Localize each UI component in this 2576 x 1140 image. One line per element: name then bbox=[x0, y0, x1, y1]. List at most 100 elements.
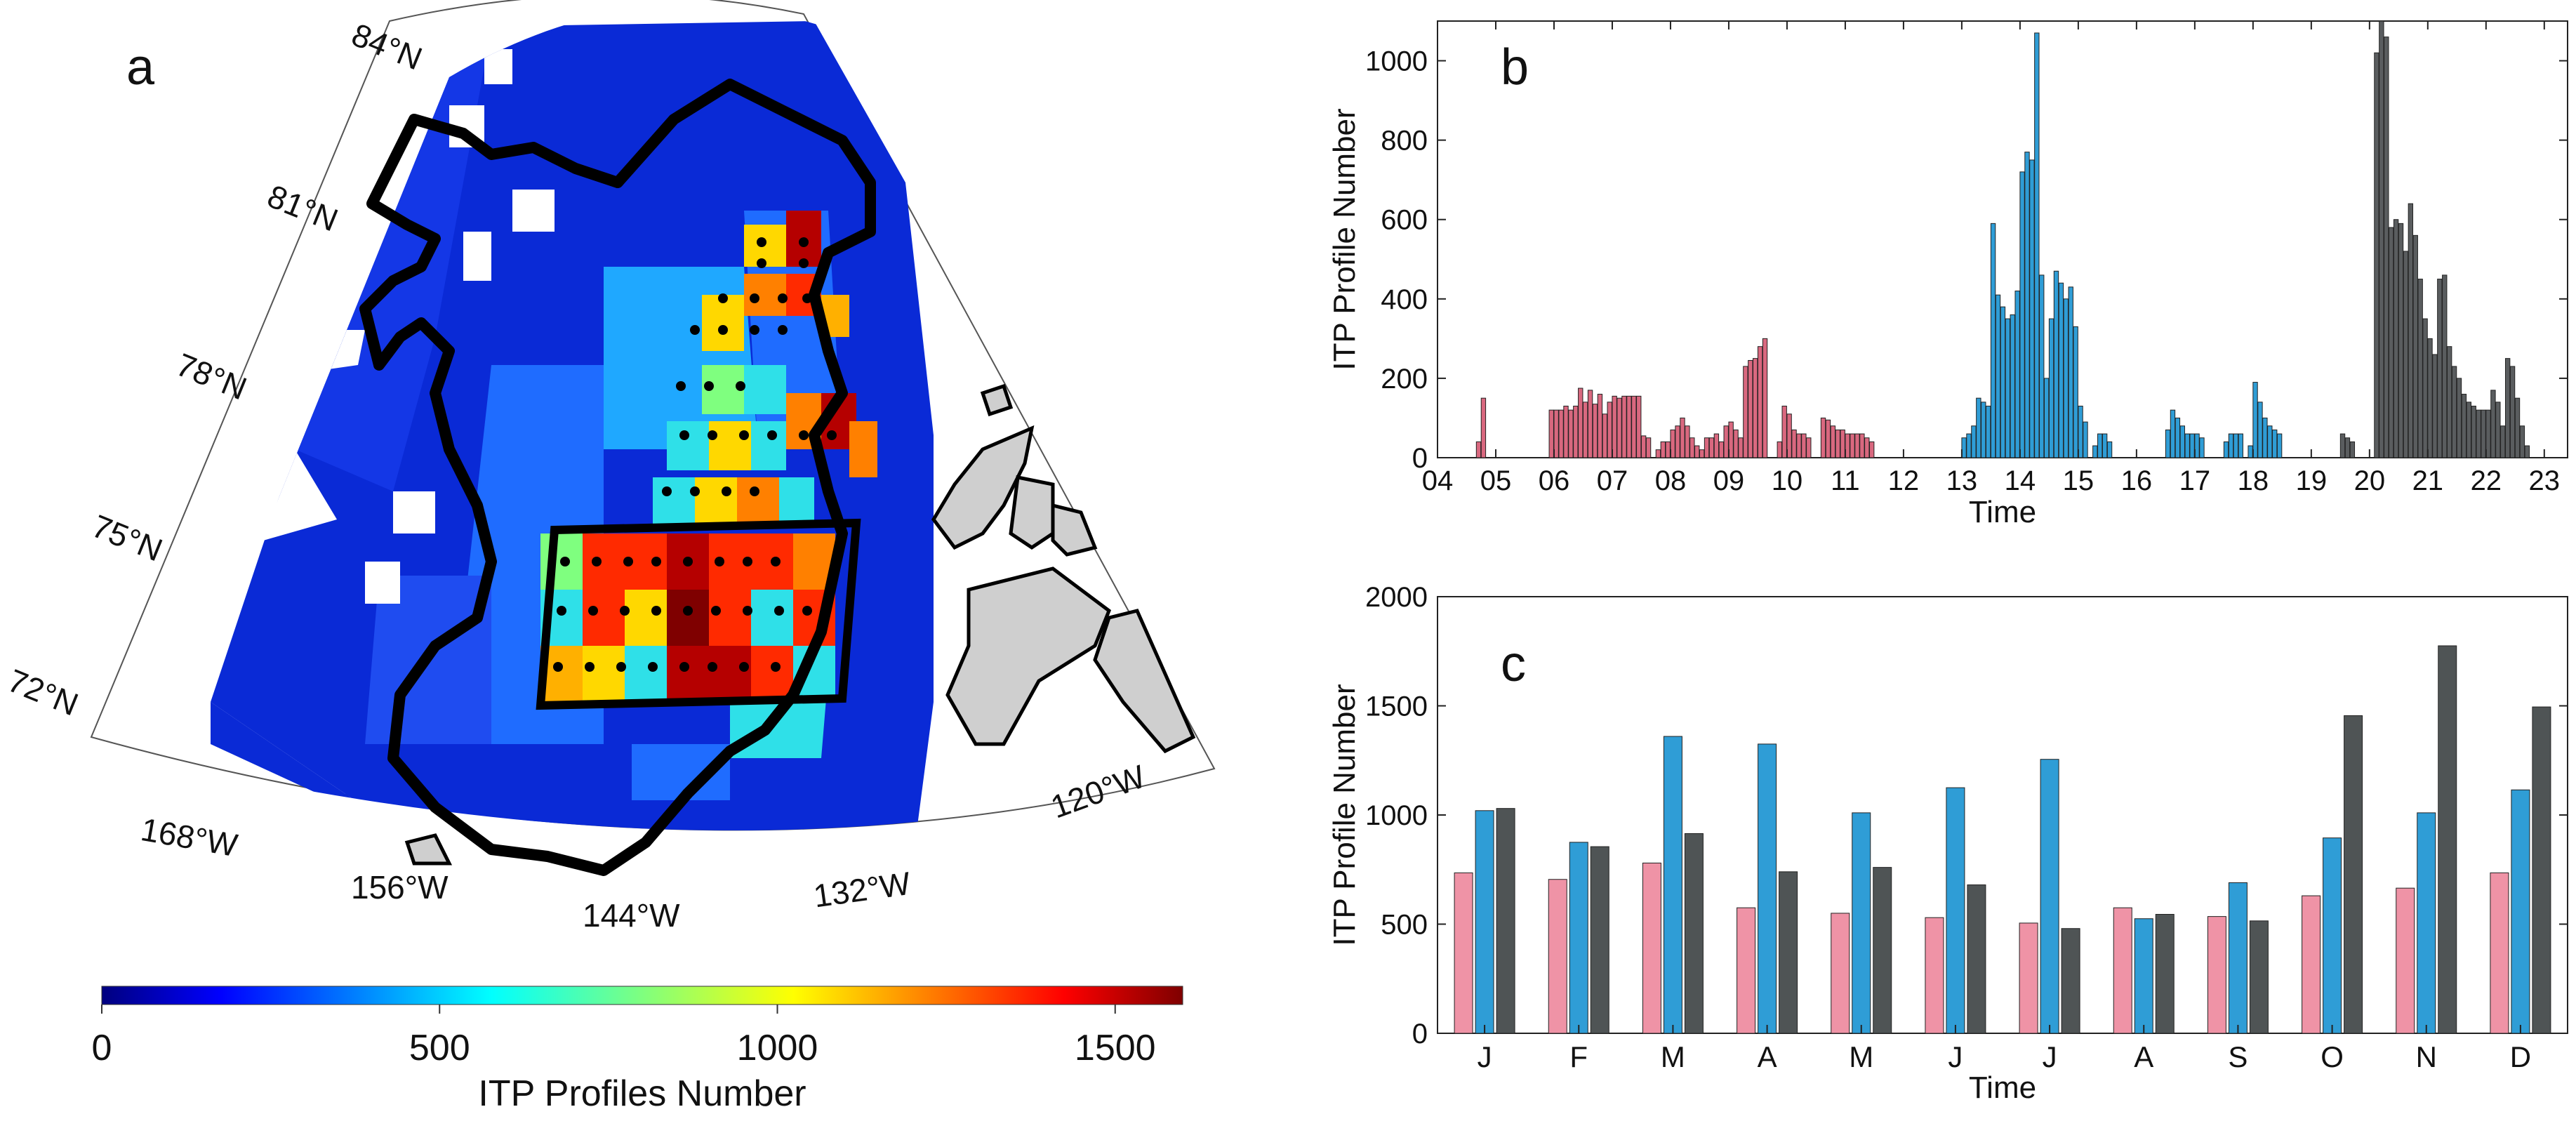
panel-a-map: a bbox=[3, 0, 1216, 1114]
panel-b-bar bbox=[1558, 409, 1564, 458]
panel-b-ylabel: ITP Profile Number bbox=[1327, 108, 1362, 370]
panel-b-bar bbox=[2106, 441, 2113, 458]
panel-b-bar bbox=[1645, 437, 1652, 458]
panel-b-bar bbox=[1864, 437, 1870, 458]
panel-c-bar bbox=[1758, 743, 1777, 1034]
panel-c-xtick-label: J bbox=[2043, 1040, 2057, 1073]
sample-dot bbox=[778, 293, 788, 303]
panel-b-bar bbox=[2170, 409, 2176, 458]
sample-dot bbox=[718, 325, 728, 335]
panel-b-bar bbox=[1791, 429, 1797, 458]
sample-dot bbox=[750, 325, 759, 335]
panel-b-bar bbox=[1621, 395, 1627, 458]
panel-b-bar bbox=[1757, 346, 1763, 458]
panel-b-bar bbox=[1976, 397, 1981, 458]
panel-b-bar bbox=[2374, 52, 2379, 458]
sample-dot bbox=[771, 557, 781, 566]
panel-b-bar bbox=[1806, 437, 1812, 458]
panel-b-bar bbox=[1694, 445, 1700, 458]
panel-b-label: b bbox=[1501, 39, 1529, 95]
panel-b-bar bbox=[1796, 433, 1802, 458]
lon-label-144w: 144°W bbox=[583, 897, 680, 934]
panel-b-bar bbox=[2228, 433, 2234, 458]
panel-c-bar bbox=[2155, 914, 2175, 1034]
panel-b-xtick-label: 23 bbox=[2529, 465, 2561, 496]
panel-c-bar bbox=[2323, 837, 2342, 1034]
panel-b-bar bbox=[1626, 395, 1632, 458]
sample-dot bbox=[704, 381, 714, 391]
panel-b-bar bbox=[1825, 419, 1831, 458]
panel-c-bar bbox=[1496, 808, 1515, 1034]
panel-b-bar bbox=[2417, 279, 2423, 458]
sample-dot bbox=[676, 381, 686, 391]
panel-b-bar bbox=[1548, 409, 1554, 458]
panel-c-xtick-label: J bbox=[1948, 1040, 1963, 1073]
sample-dot bbox=[679, 662, 689, 672]
panel-b-xtick-label: 21 bbox=[2412, 465, 2444, 496]
panel-b-bar bbox=[1592, 404, 1598, 458]
sample-dot bbox=[743, 557, 752, 566]
panel-b-bar bbox=[1801, 433, 1807, 458]
panel-b-bar bbox=[2422, 318, 2428, 458]
panel-c-xtick-label: N bbox=[2416, 1040, 2437, 1073]
panel-b-bar bbox=[1597, 394, 1603, 458]
panel-c-ytick-label: 0 bbox=[1412, 1019, 1428, 1049]
panel-c-bar bbox=[2438, 645, 2457, 1034]
sample-dot bbox=[802, 606, 812, 616]
panel-b-bar bbox=[2272, 429, 2278, 458]
panel-b-bar bbox=[1966, 433, 1972, 458]
panel-b-bar bbox=[2514, 397, 2521, 458]
lat-label-78n: 78°N bbox=[171, 346, 252, 407]
panel-b-bar bbox=[2344, 437, 2351, 458]
panel-c-bar bbox=[1590, 846, 1609, 1034]
panel-b-xtick-label: 16 bbox=[2121, 465, 2153, 496]
colorbar-ticks: 0 500 1000 1500 bbox=[92, 1005, 1156, 1068]
panel-b-bar bbox=[2068, 286, 2073, 458]
panel-b-bar bbox=[2456, 378, 2462, 458]
sample-dot bbox=[799, 237, 809, 247]
panel-b-bar bbox=[1587, 390, 1593, 458]
panel-b-xtick-label: 07 bbox=[1597, 465, 1628, 496]
sample-dot bbox=[757, 258, 766, 268]
sample-dot bbox=[616, 662, 626, 672]
panel-b-bar bbox=[1708, 437, 1715, 458]
panel-c-xlabel: Time bbox=[1969, 1071, 2036, 1105]
colorbar-tick-label: 1000 bbox=[737, 1028, 818, 1068]
panel-b-bar bbox=[2043, 378, 2050, 458]
panel-b-bar bbox=[2412, 234, 2418, 458]
panel-b-bar bbox=[2379, 20, 2384, 458]
panel-b-bar bbox=[2058, 282, 2064, 458]
panel-b-bar bbox=[1640, 435, 1647, 458]
panel-b-bar bbox=[1631, 395, 1637, 458]
panel-b-bar bbox=[1689, 437, 1695, 458]
sample-dot bbox=[827, 430, 837, 440]
panel-c-bar bbox=[2207, 916, 2226, 1034]
panel-b-bar bbox=[2073, 326, 2078, 458]
panel-b-bar bbox=[1699, 449, 1705, 458]
panel-c-ytick-label: 1500 bbox=[1365, 691, 1428, 722]
panel-b-bar bbox=[1840, 429, 1845, 458]
sample-dot bbox=[557, 606, 566, 616]
panel-b-bar bbox=[2490, 390, 2496, 458]
colorbar-tick-label: 500 bbox=[409, 1028, 470, 1068]
panel-b-bar bbox=[1786, 413, 1792, 458]
sample-dot bbox=[774, 606, 784, 616]
panel-b-bar bbox=[1961, 437, 1967, 458]
panel-b-xtick-label: 14 bbox=[2005, 465, 2036, 496]
panel-b-bar bbox=[1762, 338, 1768, 458]
panel-b-bar bbox=[1475, 441, 1482, 458]
panel-c-bar bbox=[1946, 787, 1965, 1034]
panel-b-xtick-label: 12 bbox=[1888, 465, 1920, 496]
panel-b-bar bbox=[2446, 346, 2452, 458]
panel-b-bar bbox=[2189, 433, 2195, 458]
panel-b-bar bbox=[2039, 274, 2045, 458]
sample-dot bbox=[690, 325, 700, 335]
panel-c-xtick-label: A bbox=[1758, 1040, 1777, 1073]
panel-c-bar bbox=[1684, 833, 1704, 1034]
panel-b-bar bbox=[2019, 171, 2025, 458]
panel-b-axes bbox=[1437, 20, 2568, 458]
panel-c-bar bbox=[1873, 867, 1892, 1034]
colorbar bbox=[101, 986, 1183, 1005]
panel-b-bar bbox=[1777, 441, 1782, 458]
panel-b-bar bbox=[2083, 421, 2088, 458]
